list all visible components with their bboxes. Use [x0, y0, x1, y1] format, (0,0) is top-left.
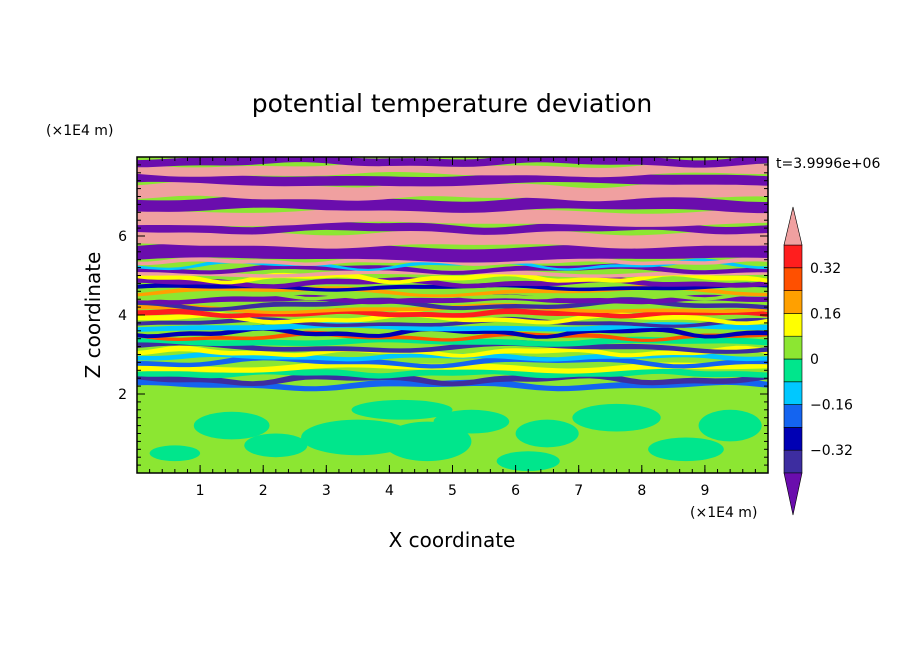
time-label: t=3.9996e+06 — [776, 156, 880, 172]
contour-blob — [648, 437, 724, 462]
contour-blob — [496, 451, 560, 472]
contour-band — [137, 161, 768, 178]
y-tick-label: 4 — [118, 308, 127, 324]
contour-band — [137, 258, 768, 271]
y-tick-label: 6 — [118, 229, 127, 245]
colorbar-segment — [783, 267, 803, 291]
colorbar: 0.32 0.16 0 −0.16 −0.32 — [783, 206, 853, 516]
x-tick-label: 5 — [448, 483, 457, 499]
contour-band — [137, 308, 768, 319]
x-tick-label: 2 — [259, 483, 268, 499]
contour-band — [137, 207, 768, 227]
contour-blob — [149, 445, 201, 462]
x-tick-label: 3 — [322, 483, 331, 499]
colorbar-max-extension — [783, 206, 803, 246]
chart-title: potential temperature deviation — [252, 89, 652, 118]
colorbar-segment — [783, 381, 803, 405]
y-axis-label: Z coordinate — [81, 252, 105, 379]
colorbar-segment — [783, 313, 803, 337]
contour-band — [137, 181, 768, 202]
x-tick-label: 1 — [196, 483, 205, 499]
colorbar-label: 0.16 — [810, 306, 841, 322]
colorbar-segment — [783, 449, 803, 474]
x-tick-label: 4 — [385, 483, 394, 499]
contour-blob — [351, 399, 453, 420]
colorbar-label: 0 — [810, 352, 819, 368]
colorbar-segment — [783, 290, 803, 314]
contour-blob — [383, 421, 472, 462]
colorbar-min-extension — [783, 472, 803, 516]
contour-blob — [698, 409, 762, 442]
y-tick-label: 2 — [118, 387, 127, 403]
colorbar-segment — [783, 244, 803, 269]
x-tick-label: 9 — [700, 483, 709, 499]
y-unit-label: (×1E4 m) — [46, 123, 113, 139]
contour-blob — [515, 419, 579, 448]
x-tick-label: 7 — [574, 483, 583, 499]
contour-blob — [193, 411, 270, 440]
x-tick-label: 6 — [511, 483, 520, 499]
contour-band — [137, 316, 768, 328]
x-tick-label: 8 — [637, 483, 646, 499]
contour-blob — [433, 409, 510, 434]
x-unit-label: (×1E4 m) — [690, 505, 757, 521]
contour-band — [137, 345, 768, 358]
heatmap-plot — [137, 157, 768, 473]
colorbar-segment — [783, 427, 803, 451]
contour-blob — [572, 403, 661, 432]
contour-band — [137, 322, 768, 332]
axes: 1 2 3 4 5 6 7 8 9 2 4 6 — [118, 157, 769, 499]
contour-blob — [244, 433, 308, 458]
colorbar-label: −0.16 — [810, 398, 853, 414]
contour-band — [137, 339, 768, 354]
contour-fields — [137, 157, 768, 472]
x-axis-label: X coordinate — [389, 528, 516, 552]
colorbar-label: −0.32 — [810, 443, 853, 459]
colorbar-segment — [783, 404, 803, 428]
colorbar-label: 0.32 — [810, 261, 841, 277]
contour-band — [137, 228, 768, 249]
colorbar-segment — [783, 358, 803, 383]
colorbar-segment — [783, 335, 803, 360]
